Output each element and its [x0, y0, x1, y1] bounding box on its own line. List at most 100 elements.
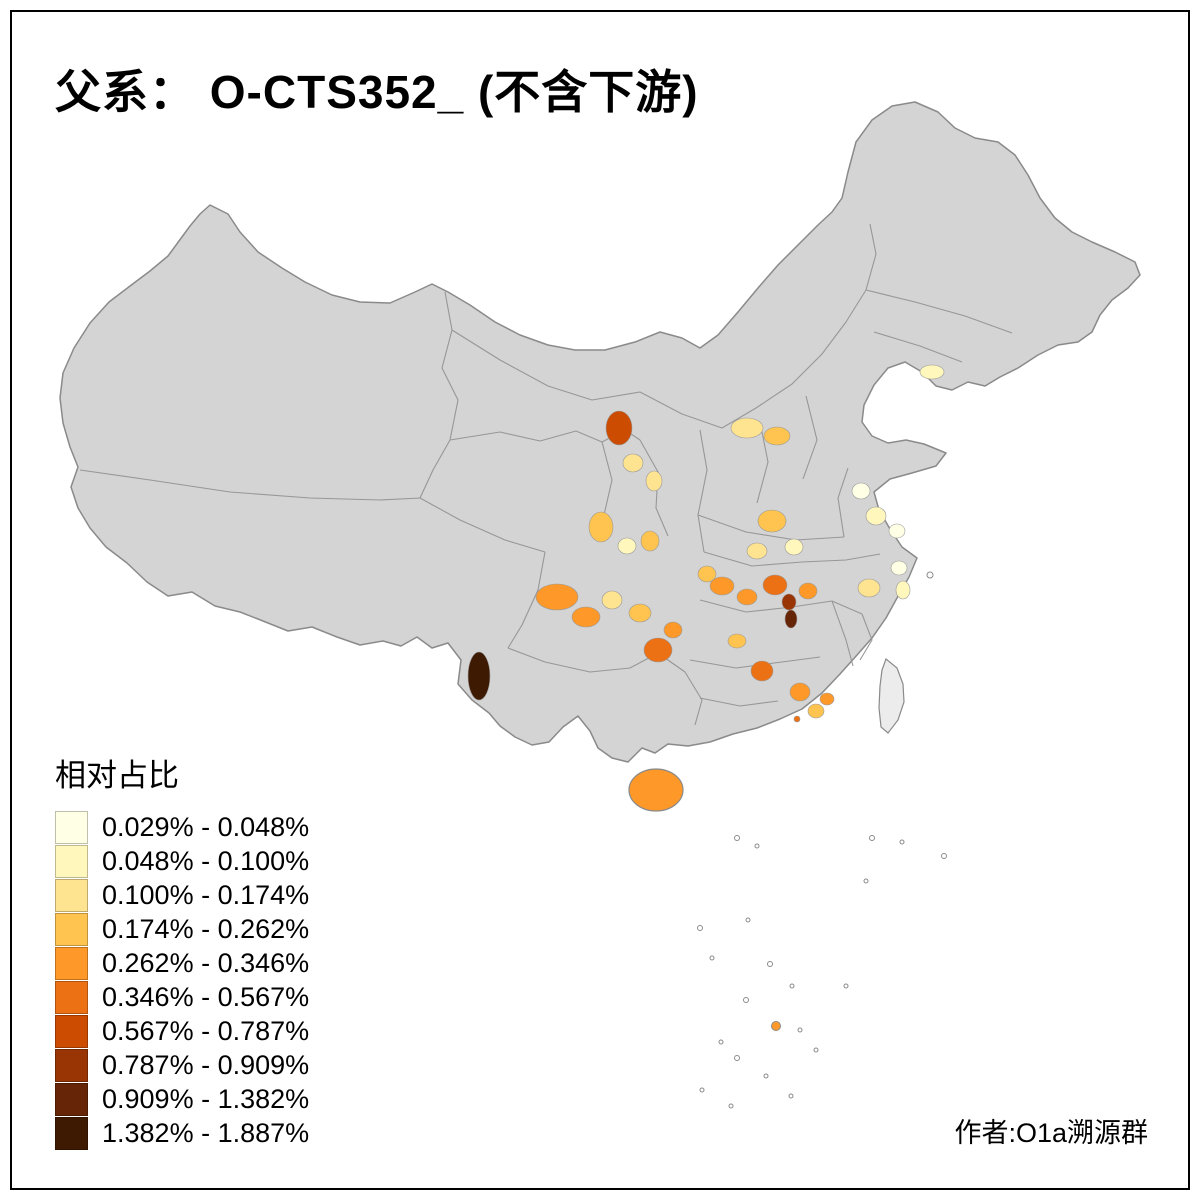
legend-label: 0.787% - 0.909% — [102, 1050, 310, 1080]
islet — [763, 1073, 769, 1079]
islet — [788, 1093, 794, 1099]
legend-item: 0.346% - 0.567% — [55, 981, 309, 1014]
islet — [797, 1027, 803, 1033]
legend-swatch — [55, 947, 88, 980]
region — [763, 426, 791, 446]
region — [919, 364, 945, 380]
region — [784, 538, 804, 556]
islet — [941, 853, 947, 859]
page-title: 父系： O-CTS352_ (不含下游) — [55, 66, 699, 118]
region — [865, 506, 887, 526]
region — [819, 692, 835, 706]
mainland-shape — [59, 101, 1141, 763]
legend-item: 0.029% - 0.048% — [55, 811, 309, 844]
region — [762, 574, 788, 596]
region — [617, 537, 637, 555]
south-china-sea-islands — [697, 571, 947, 1109]
region — [622, 453, 644, 473]
region — [807, 703, 825, 719]
colored-islet — [771, 1021, 781, 1031]
region — [588, 511, 614, 543]
region — [851, 482, 871, 500]
islet — [926, 571, 934, 579]
region — [605, 410, 633, 446]
legend-item: 0.567% - 0.787% — [55, 1015, 309, 1048]
islet — [734, 1055, 740, 1061]
islet — [734, 835, 740, 841]
hainan-island — [628, 768, 684, 812]
legend-swatch — [55, 1015, 88, 1048]
region — [697, 565, 717, 583]
legend-swatch — [55, 811, 88, 844]
legend-label: 0.346% - 0.567% — [102, 982, 310, 1012]
region — [857, 578, 881, 598]
islet — [745, 917, 751, 923]
region — [640, 530, 660, 552]
legend-item: 0.100% - 0.174% — [55, 879, 309, 912]
legend-swatch — [55, 981, 88, 1014]
islet — [709, 955, 715, 961]
legend-swatch — [55, 845, 88, 878]
islet — [743, 997, 749, 1003]
legend-title: 相对占比 — [55, 758, 179, 793]
region — [643, 637, 673, 663]
legend-swatch — [55, 1049, 88, 1082]
islet — [754, 843, 760, 849]
region — [784, 609, 798, 629]
legend-label: 0.909% - 1.382% — [102, 1084, 310, 1114]
region — [727, 633, 747, 649]
region — [757, 509, 787, 533]
region — [571, 606, 601, 628]
taiwan-island — [878, 657, 905, 734]
islet — [718, 1039, 724, 1045]
region — [895, 580, 911, 600]
islet — [863, 878, 869, 884]
legend-item: 1.382% - 1.887% — [55, 1117, 309, 1150]
region — [709, 576, 735, 596]
legend-label: 1.382% - 1.887% — [102, 1118, 310, 1148]
legend-swatch — [55, 879, 88, 912]
legend-label: 0.174% - 0.262% — [102, 914, 310, 944]
region — [730, 417, 764, 439]
legend-swatch — [55, 913, 88, 946]
region — [628, 603, 652, 623]
region — [663, 621, 683, 639]
legend-item: 0.174% - 0.262% — [55, 913, 309, 946]
region — [781, 593, 797, 611]
legend-item: 0.262% - 0.346% — [55, 947, 309, 980]
region — [601, 590, 623, 610]
region — [467, 651, 491, 701]
legend-swatch — [55, 1083, 88, 1116]
region — [890, 560, 908, 576]
islet — [699, 1087, 705, 1093]
region — [736, 588, 758, 606]
legend-item: 0.787% - 0.909% — [55, 1049, 309, 1082]
region — [750, 660, 774, 682]
legend-item: 0.048% - 0.100% — [55, 845, 309, 878]
legend-swatch — [55, 1117, 88, 1150]
region — [793, 715, 801, 723]
islet — [899, 839, 905, 845]
islet — [843, 983, 849, 989]
islet — [767, 961, 773, 967]
mainland — [59, 101, 1141, 763]
islet — [728, 1103, 734, 1109]
legend-label: 0.029% - 0.048% — [102, 812, 310, 842]
author-credit: 作者:O1a溯源群 — [954, 1118, 1148, 1148]
legend-item: 0.909% - 1.382% — [55, 1083, 309, 1116]
province-borders — [79, 223, 1013, 726]
legend-label: 0.100% - 0.174% — [102, 880, 310, 910]
islet — [697, 925, 703, 931]
region — [645, 470, 663, 492]
region — [888, 523, 906, 539]
region — [798, 582, 818, 600]
legend-label: 0.048% - 0.100% — [102, 846, 310, 876]
region — [789, 682, 811, 702]
legend-label: 0.262% - 0.346% — [102, 948, 310, 978]
region — [746, 542, 768, 560]
colored-regions — [467, 364, 945, 723]
islet — [813, 1047, 819, 1053]
legend: 相对占比 0.029% - 0.048% 0.048% - 0.100% 0.1… — [55, 750, 309, 1151]
